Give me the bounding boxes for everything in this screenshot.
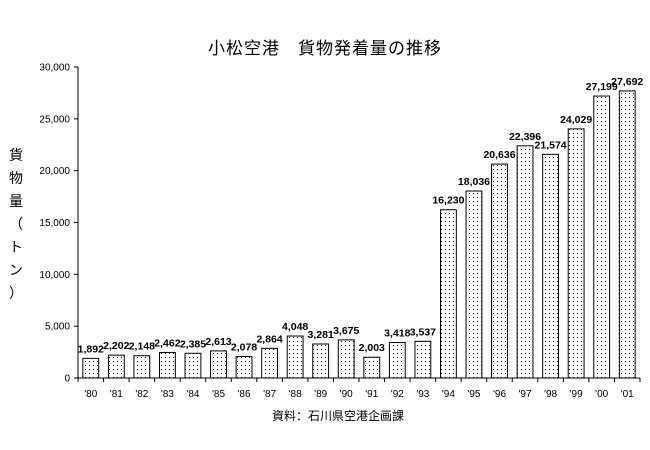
y-tick-label: 25,000 [39, 114, 70, 125]
bar [107, 354, 125, 379]
bar [516, 145, 534, 379]
data-label: 2,148 [129, 341, 155, 353]
bar [312, 343, 330, 379]
y-tick-label: 20,000 [39, 166, 70, 177]
x-tick-label: '99 [570, 389, 583, 400]
data-label: 3,537 [410, 326, 436, 338]
y-tick-label: 30,000 [39, 63, 70, 74]
bar [388, 342, 406, 379]
x-tick-label: '98 [544, 389, 557, 400]
data-label: 1,892 [78, 343, 104, 355]
y-axis-label-char: 貨 [9, 148, 23, 164]
x-tick-label: '82 [135, 389, 148, 400]
bar [286, 335, 304, 379]
bar [133, 355, 151, 379]
x-tick-label: '96 [493, 389, 506, 400]
x-tick-label: '93 [416, 389, 429, 400]
y-axis-label-char: ン [9, 263, 23, 279]
y-tick-label: 15,000 [39, 218, 70, 229]
y-axis-label-char: ト [9, 240, 23, 256]
bar [82, 357, 100, 379]
bar [261, 347, 279, 379]
data-label: 2,078 [231, 341, 257, 353]
x-tick-label: '87 [263, 389, 276, 400]
data-label: 4,048 [282, 321, 308, 333]
data-label: 3,418 [384, 328, 410, 340]
y-tick-label: 5,000 [45, 322, 70, 333]
data-label: 2,202 [103, 340, 129, 352]
x-tick-label: '80 [84, 389, 97, 400]
bar [363, 356, 381, 379]
data-label: 2,613 [205, 336, 231, 348]
source-note: 資料：石川県空港企画課 [272, 409, 405, 423]
y-axis-label-char: ） [9, 286, 23, 302]
x-tick-label: '91 [365, 389, 378, 400]
x-tick-label: '01 [621, 389, 634, 400]
y-axis-label-char: （ [9, 217, 23, 233]
bar [439, 209, 457, 379]
data-label: 21,574 [535, 139, 567, 151]
data-label: 24,029 [560, 114, 592, 126]
bar [465, 190, 483, 379]
y-axis-label: 貨物量 （ トン ） [6, 145, 26, 306]
x-tick-label: '81 [110, 389, 123, 400]
bar [491, 163, 508, 379]
bar [593, 95, 611, 379]
x-tick-label: '89 [314, 389, 327, 400]
y-axis-label-char: 量 [9, 194, 23, 210]
data-label: 2,385 [180, 338, 206, 350]
y-tick-label: 0 [64, 374, 70, 385]
x-tick-label: '83 [161, 389, 174, 400]
data-label: 22,396 [509, 131, 541, 143]
x-tick-label: '94 [442, 389, 455, 400]
data-label: 2,864 [256, 333, 282, 345]
data-label: 3,675 [333, 325, 359, 337]
bar [567, 128, 585, 379]
data-label: 16,230 [432, 195, 464, 207]
data-label: 3,281 [308, 329, 334, 341]
bar [542, 153, 560, 379]
x-tick-label: '85 [212, 389, 225, 400]
chart-title: 小松空港 貨物発着量の推移 [208, 39, 442, 59]
y-axis-label-char: 物 [9, 171, 23, 187]
bar [618, 90, 636, 379]
x-tick-label: '97 [519, 389, 532, 400]
data-label: 2,462 [154, 337, 180, 349]
data-label: 20,636 [483, 149, 515, 161]
x-tick-label: '86 [238, 389, 251, 400]
x-tick-label: '95 [467, 389, 480, 400]
bar [414, 340, 432, 379]
data-label: 2,003 [359, 342, 385, 354]
bar [184, 352, 202, 379]
x-tick-label: '88 [289, 389, 302, 400]
bar [210, 350, 227, 379]
data-label: 18,036 [458, 176, 490, 188]
y-tick-label: 10,000 [39, 270, 70, 281]
bar [235, 355, 253, 379]
x-tick-label: '84 [186, 389, 199, 400]
data-label: 27,199 [586, 81, 618, 93]
x-tick-label: '92 [391, 389, 404, 400]
x-tick-label: '00 [595, 389, 608, 400]
bar [337, 339, 355, 379]
x-tick-label: '90 [340, 389, 353, 400]
bar [158, 351, 176, 379]
data-label: 27,692 [611, 76, 643, 88]
